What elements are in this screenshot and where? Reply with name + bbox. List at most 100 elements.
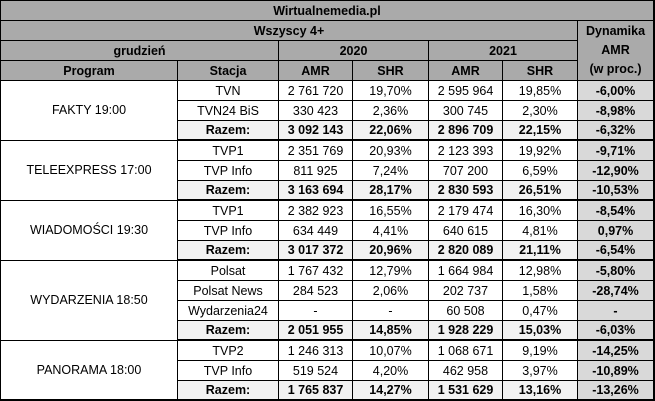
title-row: Wirtualnemedia.pl bbox=[0, 0, 655, 21]
amr-2021-cell: 202 737 bbox=[428, 280, 503, 301]
amr-2021-cell: 2 830 593 bbox=[428, 180, 503, 201]
amr-2021-cell: 707 200 bbox=[428, 160, 503, 181]
total-row: Razem: 3 163 694 28,17% 2 830 593 26,51%… bbox=[1, 180, 655, 201]
shr-2021-cell: 21,11% bbox=[502, 240, 578, 261]
program-cell: TELEEXPRESS 17:00 bbox=[0, 139, 178, 201]
dynamics-cell: -14,25% bbox=[577, 339, 655, 361]
amr-2021-cell: 640 615 bbox=[428, 220, 503, 241]
shr-2020-cell: 12,79% bbox=[352, 259, 429, 281]
dynamics-cell: -12,90% bbox=[577, 160, 655, 181]
shr-2020-cell: 2,36% bbox=[352, 100, 429, 121]
dynamics-cell: 0,97% bbox=[577, 220, 655, 241]
shr-2020-cell: 7,24% bbox=[352, 160, 429, 181]
table-row: FAKTY 19:00 TVN 2 761 720 19,70% 2 595 9… bbox=[0, 80, 655, 141]
table-row: TVP Info 519 524 4,20% 462 958 3,97% -10… bbox=[1, 360, 655, 381]
station-column-header: Stacja bbox=[177, 60, 279, 81]
amr-2020-cell: 634 449 bbox=[278, 220, 353, 241]
dynamics-cell: -9,71% bbox=[577, 139, 655, 161]
shr-2021-cell: 3,97% bbox=[502, 360, 578, 381]
amr-2021-column-header: AMR bbox=[428, 60, 503, 81]
year-row: grudzień 2020 2021 bbox=[0, 40, 655, 61]
table-row: TELEEXPRESS 17:00 TVP1 2 351 769 20,93% … bbox=[0, 139, 655, 201]
dynamics-cell: -8,98% bbox=[577, 100, 655, 121]
shr-2020-cell: 22,06% bbox=[352, 120, 429, 141]
amr-2021-cell: 300 745 bbox=[428, 100, 503, 121]
total-row: Razem: 2 051 955 14,85% 1 928 229 15,03%… bbox=[1, 320, 655, 341]
program-cell: PANORAMA 18:00 bbox=[0, 339, 178, 401]
amr-2021-cell: 1 928 229 bbox=[428, 320, 503, 341]
shr-2020-cell: 4,20% bbox=[352, 360, 429, 381]
amr-2020-column-header: AMR bbox=[278, 60, 353, 81]
amr-2020-cell: 1 765 837 bbox=[278, 380, 353, 401]
shr-2021-cell: 1,58% bbox=[502, 280, 578, 301]
total-row: Razem: 3 017 372 20,96% 2 820 089 21,11%… bbox=[1, 240, 655, 261]
shr-2020-cell: 16,55% bbox=[352, 199, 429, 221]
total-label-cell: Razem: bbox=[177, 240, 279, 261]
total-label-cell: Razem: bbox=[177, 380, 279, 401]
dynamics-cell: -6,03% bbox=[577, 320, 655, 341]
shr-2021-cell: 19,92% bbox=[502, 139, 578, 161]
table-row: WYDARZENIA 18:50 Polsat 1 767 432 12,79%… bbox=[0, 259, 655, 341]
shr-2021-cell: 19,85% bbox=[502, 80, 578, 101]
program-column-header: Program bbox=[0, 60, 178, 81]
period-header: grudzień bbox=[0, 40, 279, 61]
total-row: Razem: 1 765 837 14,27% 1 531 629 13,16%… bbox=[1, 380, 655, 401]
amr-2021-cell: 1 664 984 bbox=[428, 259, 503, 281]
shr-2021-cell: 13,16% bbox=[502, 380, 578, 401]
dynamics-cell: -6,54% bbox=[577, 240, 655, 261]
amr-2020-cell: 2 761 720 bbox=[278, 80, 353, 101]
shr-2020-cell: - bbox=[352, 300, 429, 321]
amr-2020-cell: 519 524 bbox=[278, 360, 353, 381]
table-row: TVN24 BiS 330 423 2,36% 300 745 2,30% -8… bbox=[1, 100, 655, 121]
dynamics-cell: -28,74% bbox=[577, 280, 655, 301]
shr-2021-cell: 12,98% bbox=[502, 259, 578, 281]
station-cell: TVN bbox=[177, 80, 279, 101]
dynamics-cell: -10,89% bbox=[577, 360, 655, 381]
amr-2020-cell: 3 092 143 bbox=[278, 120, 353, 141]
shr-2021-cell: 22,15% bbox=[502, 120, 578, 141]
amr-2020-cell: 3 163 694 bbox=[278, 180, 353, 201]
shr-2021-cell: 2,30% bbox=[502, 100, 578, 121]
station-cell: Wydarzenia24 bbox=[177, 300, 279, 321]
amr-2020-cell: 2 382 923 bbox=[278, 199, 353, 221]
shr-2020-cell: 14,27% bbox=[352, 380, 429, 401]
shr-2020-cell: 14,85% bbox=[352, 320, 429, 341]
station-cell: Polsat News bbox=[177, 280, 279, 301]
total-label-cell: Razem: bbox=[177, 120, 279, 141]
shr-2020-cell: 19,70% bbox=[352, 80, 429, 101]
amr-2020-cell: 1 246 313 bbox=[278, 339, 353, 361]
table-title: Wirtualnemedia.pl bbox=[0, 0, 655, 21]
shr-2020-cell: 28,17% bbox=[352, 180, 429, 201]
dynamics-cell: -8,54% bbox=[577, 199, 655, 221]
amr-2020-cell: 811 925 bbox=[278, 160, 353, 181]
audience-row: Wszyscy 4+ Dynamika AMR (w proc.) bbox=[0, 20, 655, 81]
total-label-cell: Razem: bbox=[177, 320, 279, 341]
program-cell: WYDARZENIA 18:50 bbox=[0, 259, 178, 341]
amr-2021-cell: 1 531 629 bbox=[428, 380, 503, 401]
shr-2021-cell: 0,47% bbox=[502, 300, 578, 321]
amr-2020-cell: 2 051 955 bbox=[278, 320, 353, 341]
shr-2020-cell: 10,07% bbox=[352, 339, 429, 361]
amr-2020-cell: 330 423 bbox=[278, 100, 353, 121]
dynamics-column-header: Dynamika AMR (w proc.) bbox=[577, 20, 655, 81]
total-label-cell: Razem: bbox=[177, 180, 279, 201]
dynamics-cell: -10,53% bbox=[577, 180, 655, 201]
shr-2020-cell: 4,41% bbox=[352, 220, 429, 241]
shr-2021-cell: 6,59% bbox=[502, 160, 578, 181]
dynamics-cell: -6,32% bbox=[577, 120, 655, 141]
table-row: Wydarzenia24 - - 60 508 0,47% - bbox=[1, 300, 655, 321]
amr-2021-cell: 2 820 089 bbox=[428, 240, 503, 261]
station-cell: TVN24 BiS bbox=[177, 100, 279, 121]
amr-2021-cell: 2 123 393 bbox=[428, 139, 503, 161]
dynamics-cell: - bbox=[577, 300, 655, 321]
station-cell: TVP Info bbox=[177, 160, 279, 181]
amr-2021-cell: 2 896 709 bbox=[428, 120, 503, 141]
amr-2021-cell: 2 595 964 bbox=[428, 80, 503, 101]
shr-2020-cell: 2,06% bbox=[352, 280, 429, 301]
shr-2021-cell: 4,81% bbox=[502, 220, 578, 241]
station-cell: Polsat bbox=[177, 259, 279, 281]
dynamics-cell: -13,26% bbox=[577, 380, 655, 401]
shr-2021-cell: 26,51% bbox=[502, 180, 578, 201]
column-header-row: Program Stacja AMR SHR AMR SHR bbox=[0, 60, 655, 81]
